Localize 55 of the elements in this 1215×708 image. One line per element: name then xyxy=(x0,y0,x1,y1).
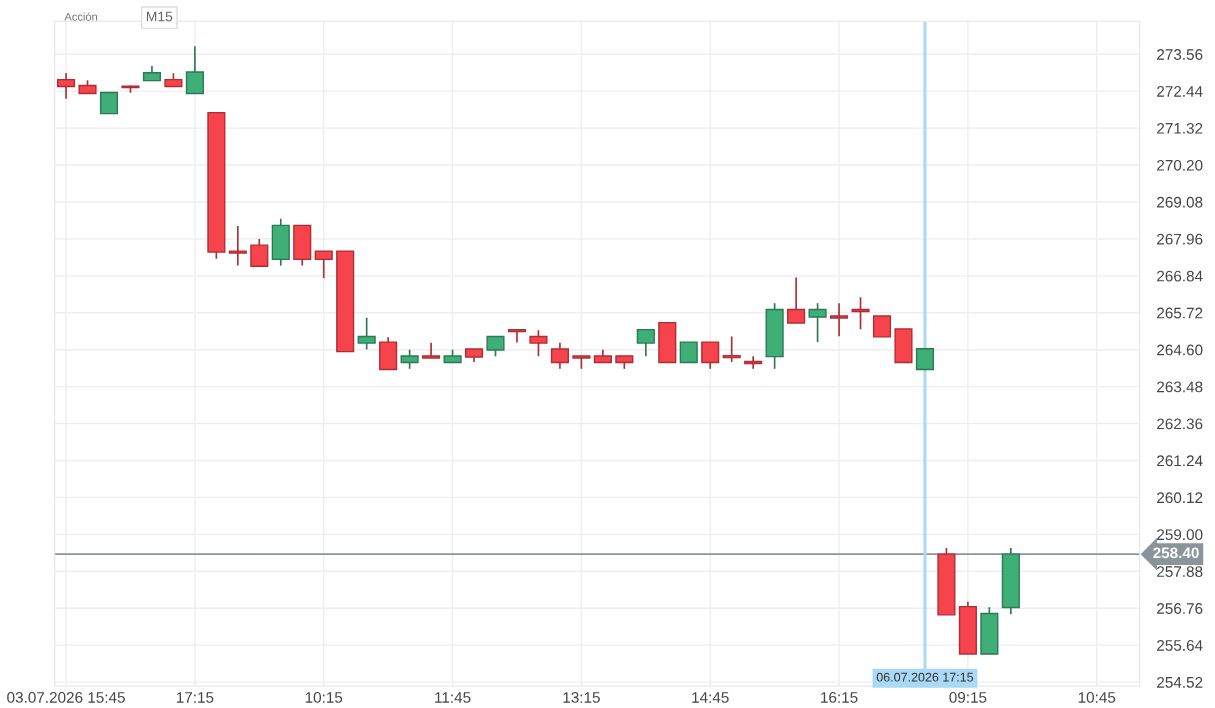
x-tick-label: 13:15 xyxy=(563,692,600,703)
candlestick xyxy=(357,316,376,351)
candlestick xyxy=(507,328,527,344)
y-tick-label: 264.60 xyxy=(1157,344,1203,356)
x-tick-label: 16:15 xyxy=(821,692,858,703)
x-tick-label: 09:15 xyxy=(949,692,987,703)
candlestick xyxy=(872,315,892,338)
candlestick xyxy=(486,335,505,358)
y-tick-label: 263.48 xyxy=(1157,381,1203,393)
candlestick xyxy=(851,296,870,331)
x-tick-label: 11:45 xyxy=(435,692,471,703)
x-tick-label: 17:15 xyxy=(176,692,214,703)
candlestick xyxy=(915,348,935,371)
candlestick xyxy=(701,341,720,370)
candlestick xyxy=(808,302,827,343)
candlestick xyxy=(679,341,698,364)
y-tick-label: 272.44 xyxy=(1157,86,1203,97)
x-tick-label: 10:15 xyxy=(305,692,343,703)
candlestick xyxy=(314,250,333,279)
x-tick-label: 03.07.2026 15:45 xyxy=(7,692,125,703)
chart-subtitle: M15 xyxy=(146,11,173,22)
x-tick-label: 06.07.2026 17:15 xyxy=(876,672,974,682)
candlestick xyxy=(550,341,569,370)
y-tick-label: 260.12 xyxy=(1157,492,1203,504)
y-tick-label: 261.24 xyxy=(1157,455,1203,467)
y-tick-label: 273.56 xyxy=(1157,49,1203,60)
candlestick xyxy=(722,335,741,363)
y-tick-label: 266.84 xyxy=(1157,270,1203,282)
chart-title: Acción xyxy=(64,12,98,21)
candlestick xyxy=(829,302,849,338)
y-tick-label: 265.72 xyxy=(1157,307,1203,319)
candlestick xyxy=(744,355,763,370)
y-tick-label: 254.52 xyxy=(1157,676,1203,688)
candlestick xyxy=(99,91,119,115)
candlestick xyxy=(787,276,806,324)
candlestick xyxy=(185,45,204,95)
candlestick xyxy=(422,341,441,359)
candlestick xyxy=(228,225,247,267)
ref-line-label: 258.40 xyxy=(1153,547,1199,559)
candlestick xyxy=(56,72,76,100)
y-tick-label: 271.32 xyxy=(1157,122,1203,134)
candlestick xyxy=(400,348,419,370)
candlestick xyxy=(529,329,548,358)
y-tick-label: 255.64 xyxy=(1157,640,1203,651)
y-tick-label: 267.96 xyxy=(1157,233,1203,245)
y-tick-label: 269.08 xyxy=(1157,196,1203,208)
y-tick-label: 257.88 xyxy=(1157,566,1203,577)
x-tick-label: 14:45 xyxy=(692,692,729,703)
y-tick-label: 259.00 xyxy=(1157,529,1203,541)
x-tick-label: 10:45 xyxy=(1078,692,1116,703)
y-tick-label: 256.76 xyxy=(1157,603,1203,614)
y-tick-label: 262.36 xyxy=(1157,418,1203,430)
y-tick-label: 270.20 xyxy=(1157,159,1203,171)
candlestick xyxy=(636,328,655,358)
candlestick xyxy=(250,238,269,268)
